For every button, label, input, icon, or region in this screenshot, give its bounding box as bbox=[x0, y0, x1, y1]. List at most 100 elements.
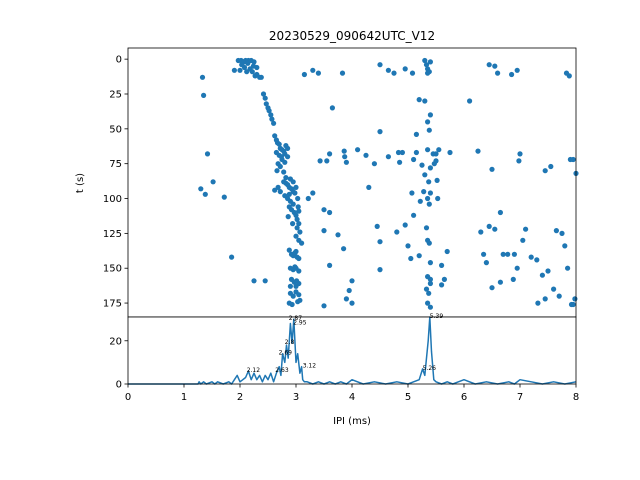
raster-point bbox=[276, 141, 282, 147]
histogram-x-tick-label: 3 bbox=[293, 392, 299, 403]
raster-point bbox=[416, 97, 422, 103]
raster-point bbox=[263, 101, 269, 107]
raster-point bbox=[497, 279, 503, 285]
raster-point bbox=[409, 70, 416, 76]
raster-point bbox=[425, 119, 431, 125]
raster-point bbox=[324, 158, 330, 164]
raster-point bbox=[395, 149, 402, 156]
raster-point bbox=[343, 159, 349, 165]
raster-point bbox=[278, 154, 284, 160]
raster-y-tick-label: 25 bbox=[109, 89, 122, 100]
raster-point bbox=[258, 74, 264, 80]
histogram-plot-area bbox=[128, 317, 576, 384]
raster-point bbox=[210, 179, 216, 185]
raster-point bbox=[266, 108, 272, 114]
raster-point bbox=[413, 131, 419, 137]
raster-point bbox=[425, 70, 431, 76]
raster-point bbox=[405, 243, 411, 249]
raster-point bbox=[399, 149, 405, 156]
raster-point bbox=[545, 268, 551, 274]
raster-point bbox=[509, 71, 515, 78]
raster-point bbox=[363, 152, 369, 158]
raster-point bbox=[339, 70, 346, 76]
raster-point bbox=[301, 71, 307, 78]
raster-point bbox=[486, 223, 492, 229]
raster-y-tick-label: 50 bbox=[109, 124, 122, 135]
raster-point bbox=[341, 246, 347, 252]
raster-point bbox=[489, 166, 495, 172]
raster-point bbox=[296, 268, 302, 274]
raster-point bbox=[427, 260, 433, 266]
raster-point bbox=[421, 189, 427, 195]
raster-point bbox=[394, 229, 400, 235]
raster-point bbox=[286, 191, 292, 197]
raster-point bbox=[444, 248, 450, 255]
raster-point bbox=[551, 286, 557, 292]
raster-point bbox=[572, 296, 578, 302]
raster-point bbox=[447, 149, 453, 156]
raster-point bbox=[416, 253, 422, 259]
raster-point bbox=[413, 149, 419, 156]
raster-point bbox=[409, 190, 415, 196]
raster-y-tick-label: 75 bbox=[109, 159, 122, 170]
raster-point bbox=[341, 148, 347, 154]
histogram-y-ticks: 0 20 bbox=[109, 336, 128, 391]
raster-y-axis-label: t (s) bbox=[75, 173, 86, 193]
raster-point bbox=[251, 278, 257, 284]
raster-point bbox=[310, 190, 316, 196]
raster-point bbox=[327, 209, 333, 216]
raster-point bbox=[427, 280, 433, 287]
raster-point bbox=[315, 70, 321, 76]
raster-point bbox=[434, 177, 440, 183]
peak-label: 2.87 bbox=[289, 315, 303, 322]
raster-point bbox=[402, 222, 408, 228]
raster-point bbox=[511, 251, 517, 257]
raster-point bbox=[516, 158, 522, 164]
raster-point bbox=[293, 233, 299, 239]
raster-point bbox=[435, 195, 441, 202]
raster-point bbox=[342, 154, 348, 160]
raster-point bbox=[297, 229, 303, 235]
raster-point bbox=[374, 223, 380, 229]
raster-point bbox=[254, 64, 260, 71]
raster-point bbox=[486, 62, 492, 68]
raster-point bbox=[436, 147, 442, 153]
raster-point bbox=[349, 300, 355, 306]
histogram-x-tick-label: 1 bbox=[181, 392, 187, 403]
raster-point bbox=[425, 147, 431, 153]
histogram-x-tick-label: 2 bbox=[237, 392, 243, 403]
raster-point bbox=[371, 161, 377, 167]
raster-point bbox=[534, 257, 540, 263]
raster-point bbox=[539, 272, 546, 278]
raster-point bbox=[411, 212, 417, 218]
histogram-x-tick-label: 8 bbox=[573, 392, 579, 403]
raster-point bbox=[385, 67, 391, 73]
raster-point bbox=[422, 98, 428, 104]
raster-point bbox=[283, 175, 289, 181]
raster-point bbox=[377, 267, 383, 273]
raster-point bbox=[548, 163, 554, 170]
raster-point bbox=[559, 230, 565, 236]
raster-point bbox=[293, 283, 299, 289]
raster-point bbox=[343, 296, 349, 302]
histogram-y-tick-label: 20 bbox=[109, 336, 122, 347]
raster-point bbox=[426, 240, 432, 246]
raster-point bbox=[492, 63, 498, 69]
raster-point bbox=[251, 59, 257, 65]
raster-point bbox=[355, 147, 361, 153]
raster-point bbox=[542, 296, 548, 302]
raster-point bbox=[426, 127, 432, 133]
raster-point bbox=[535, 300, 541, 306]
raster-point bbox=[293, 212, 299, 218]
raster-point bbox=[274, 168, 280, 174]
raster-point bbox=[408, 255, 414, 262]
raster-point bbox=[556, 293, 562, 299]
raster-point bbox=[426, 290, 432, 296]
raster-point bbox=[467, 98, 473, 104]
raster-point bbox=[327, 262, 333, 268]
raster-point bbox=[439, 262, 445, 268]
raster-point bbox=[402, 66, 408, 72]
raster-point bbox=[199, 74, 206, 80]
raster-point bbox=[377, 129, 383, 135]
raster-point bbox=[425, 300, 431, 306]
